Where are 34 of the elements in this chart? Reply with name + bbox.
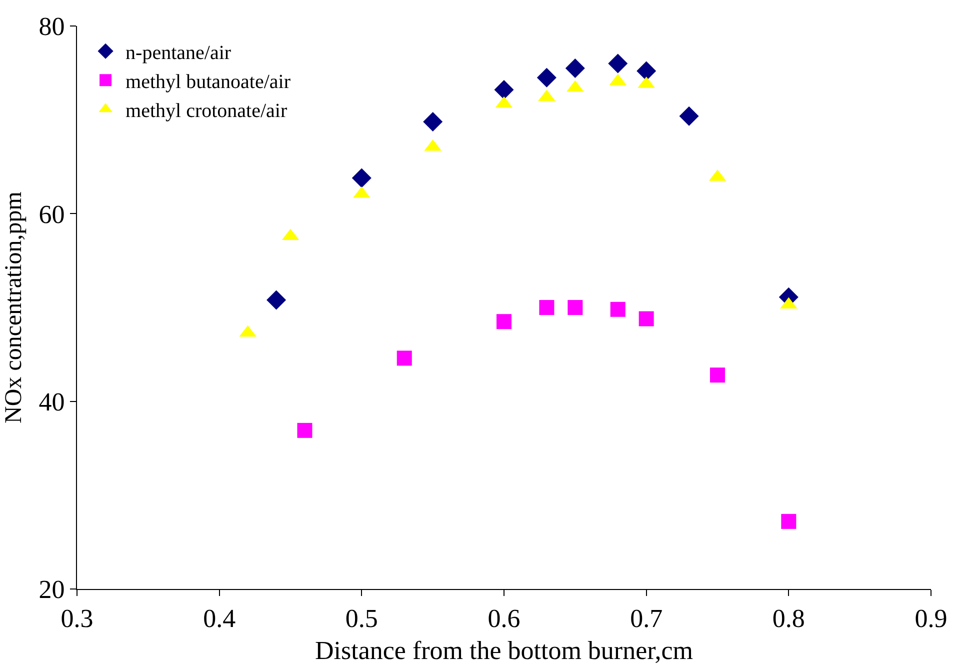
y-tick-label: 60 — [38, 200, 65, 229]
point — [352, 168, 372, 188]
x-tick-label: 0.9 — [914, 604, 948, 634]
point — [423, 112, 443, 132]
point — [568, 300, 583, 315]
y-tick-label: 40 — [38, 387, 65, 416]
point — [494, 80, 514, 100]
point — [679, 106, 699, 126]
point — [781, 514, 796, 529]
point — [610, 302, 626, 317]
x-tick-label: 0.5 — [345, 604, 378, 634]
y-tick-label: 80 — [38, 12, 65, 42]
point — [396, 350, 412, 366]
legend-label: methyl butanoate/air — [126, 70, 291, 93]
point — [266, 290, 286, 310]
point — [297, 422, 312, 438]
x-tick-label: 0.6 — [488, 604, 520, 634]
x-tick-label: 0.8 — [772, 604, 805, 634]
y-axis-title: NOx concentration,ppm — [0, 191, 27, 424]
point — [536, 68, 556, 88]
point — [539, 300, 554, 315]
legend-label: methyl crotonate/air — [126, 100, 288, 122]
y-tick-label: 20 — [38, 575, 65, 604]
x-axis-title: Distance from the bottom burner,cm — [314, 636, 694, 665]
x-tick-label: 0.7 — [630, 604, 663, 634]
point — [565, 58, 585, 78]
point — [496, 314, 512, 330]
x-tick-label: 0.4 — [203, 604, 236, 634]
point — [638, 311, 654, 326]
point — [608, 54, 628, 74]
x-tick-label: 0.3 — [60, 604, 94, 634]
legend-label: n-pentane/air — [126, 42, 232, 64]
point — [710, 368, 725, 383]
point — [636, 61, 656, 81]
